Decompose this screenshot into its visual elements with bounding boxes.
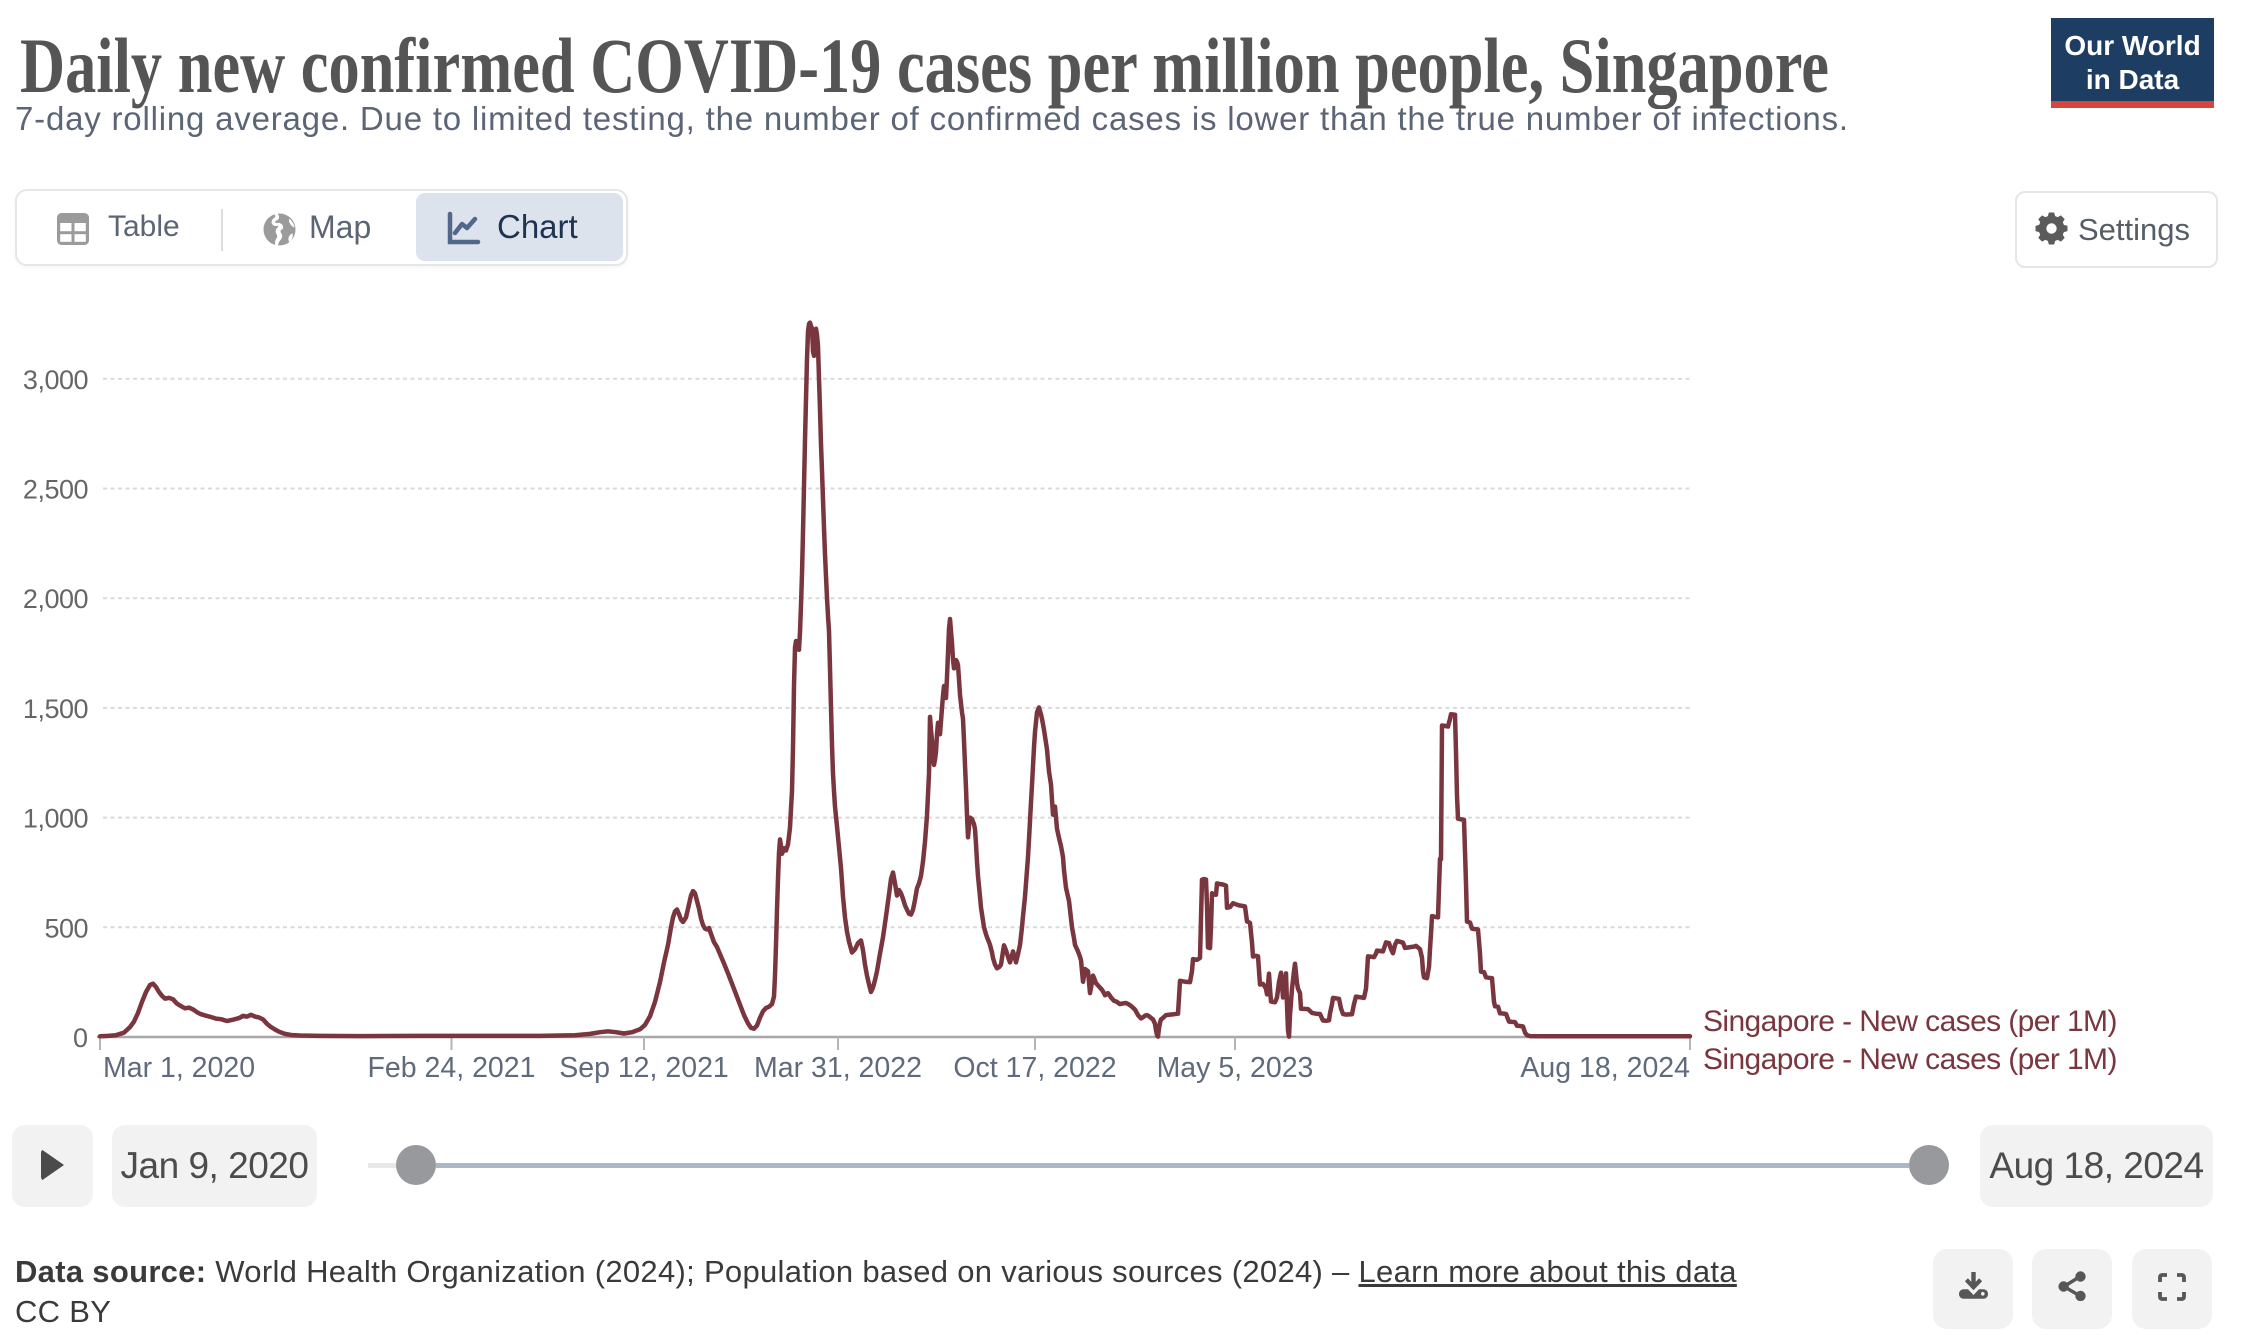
- svg-text:0: 0: [73, 1023, 88, 1053]
- svg-text:Sep 12, 2021: Sep 12, 2021: [559, 1052, 729, 1084]
- svg-text:500: 500: [44, 913, 88, 943]
- svg-text:Mar 31, 2022: Mar 31, 2022: [754, 1052, 922, 1084]
- svg-text:3,000: 3,000: [23, 365, 88, 395]
- svg-text:1,500: 1,500: [23, 694, 88, 724]
- svg-text:May 5, 2023: May 5, 2023: [1157, 1052, 1314, 1084]
- svg-text:Mar 1, 2020: Mar 1, 2020: [103, 1052, 255, 1084]
- svg-text:Aug 18, 2024: Aug 18, 2024: [1520, 1052, 1690, 1084]
- svg-text:2,500: 2,500: [23, 475, 88, 505]
- svg-text:1,000: 1,000: [23, 804, 88, 834]
- svg-text:Singapore - New cases (per 1M): Singapore - New cases (per 1M): [1703, 1005, 2117, 1038]
- svg-text:Oct 17, 2022: Oct 17, 2022: [953, 1052, 1116, 1084]
- svg-text:2,000: 2,000: [23, 584, 88, 614]
- svg-text:Feb 24, 2021: Feb 24, 2021: [368, 1052, 536, 1084]
- svg-text:Singapore - New cases (per 1M): Singapore - New cases (per 1M): [1703, 1043, 2117, 1076]
